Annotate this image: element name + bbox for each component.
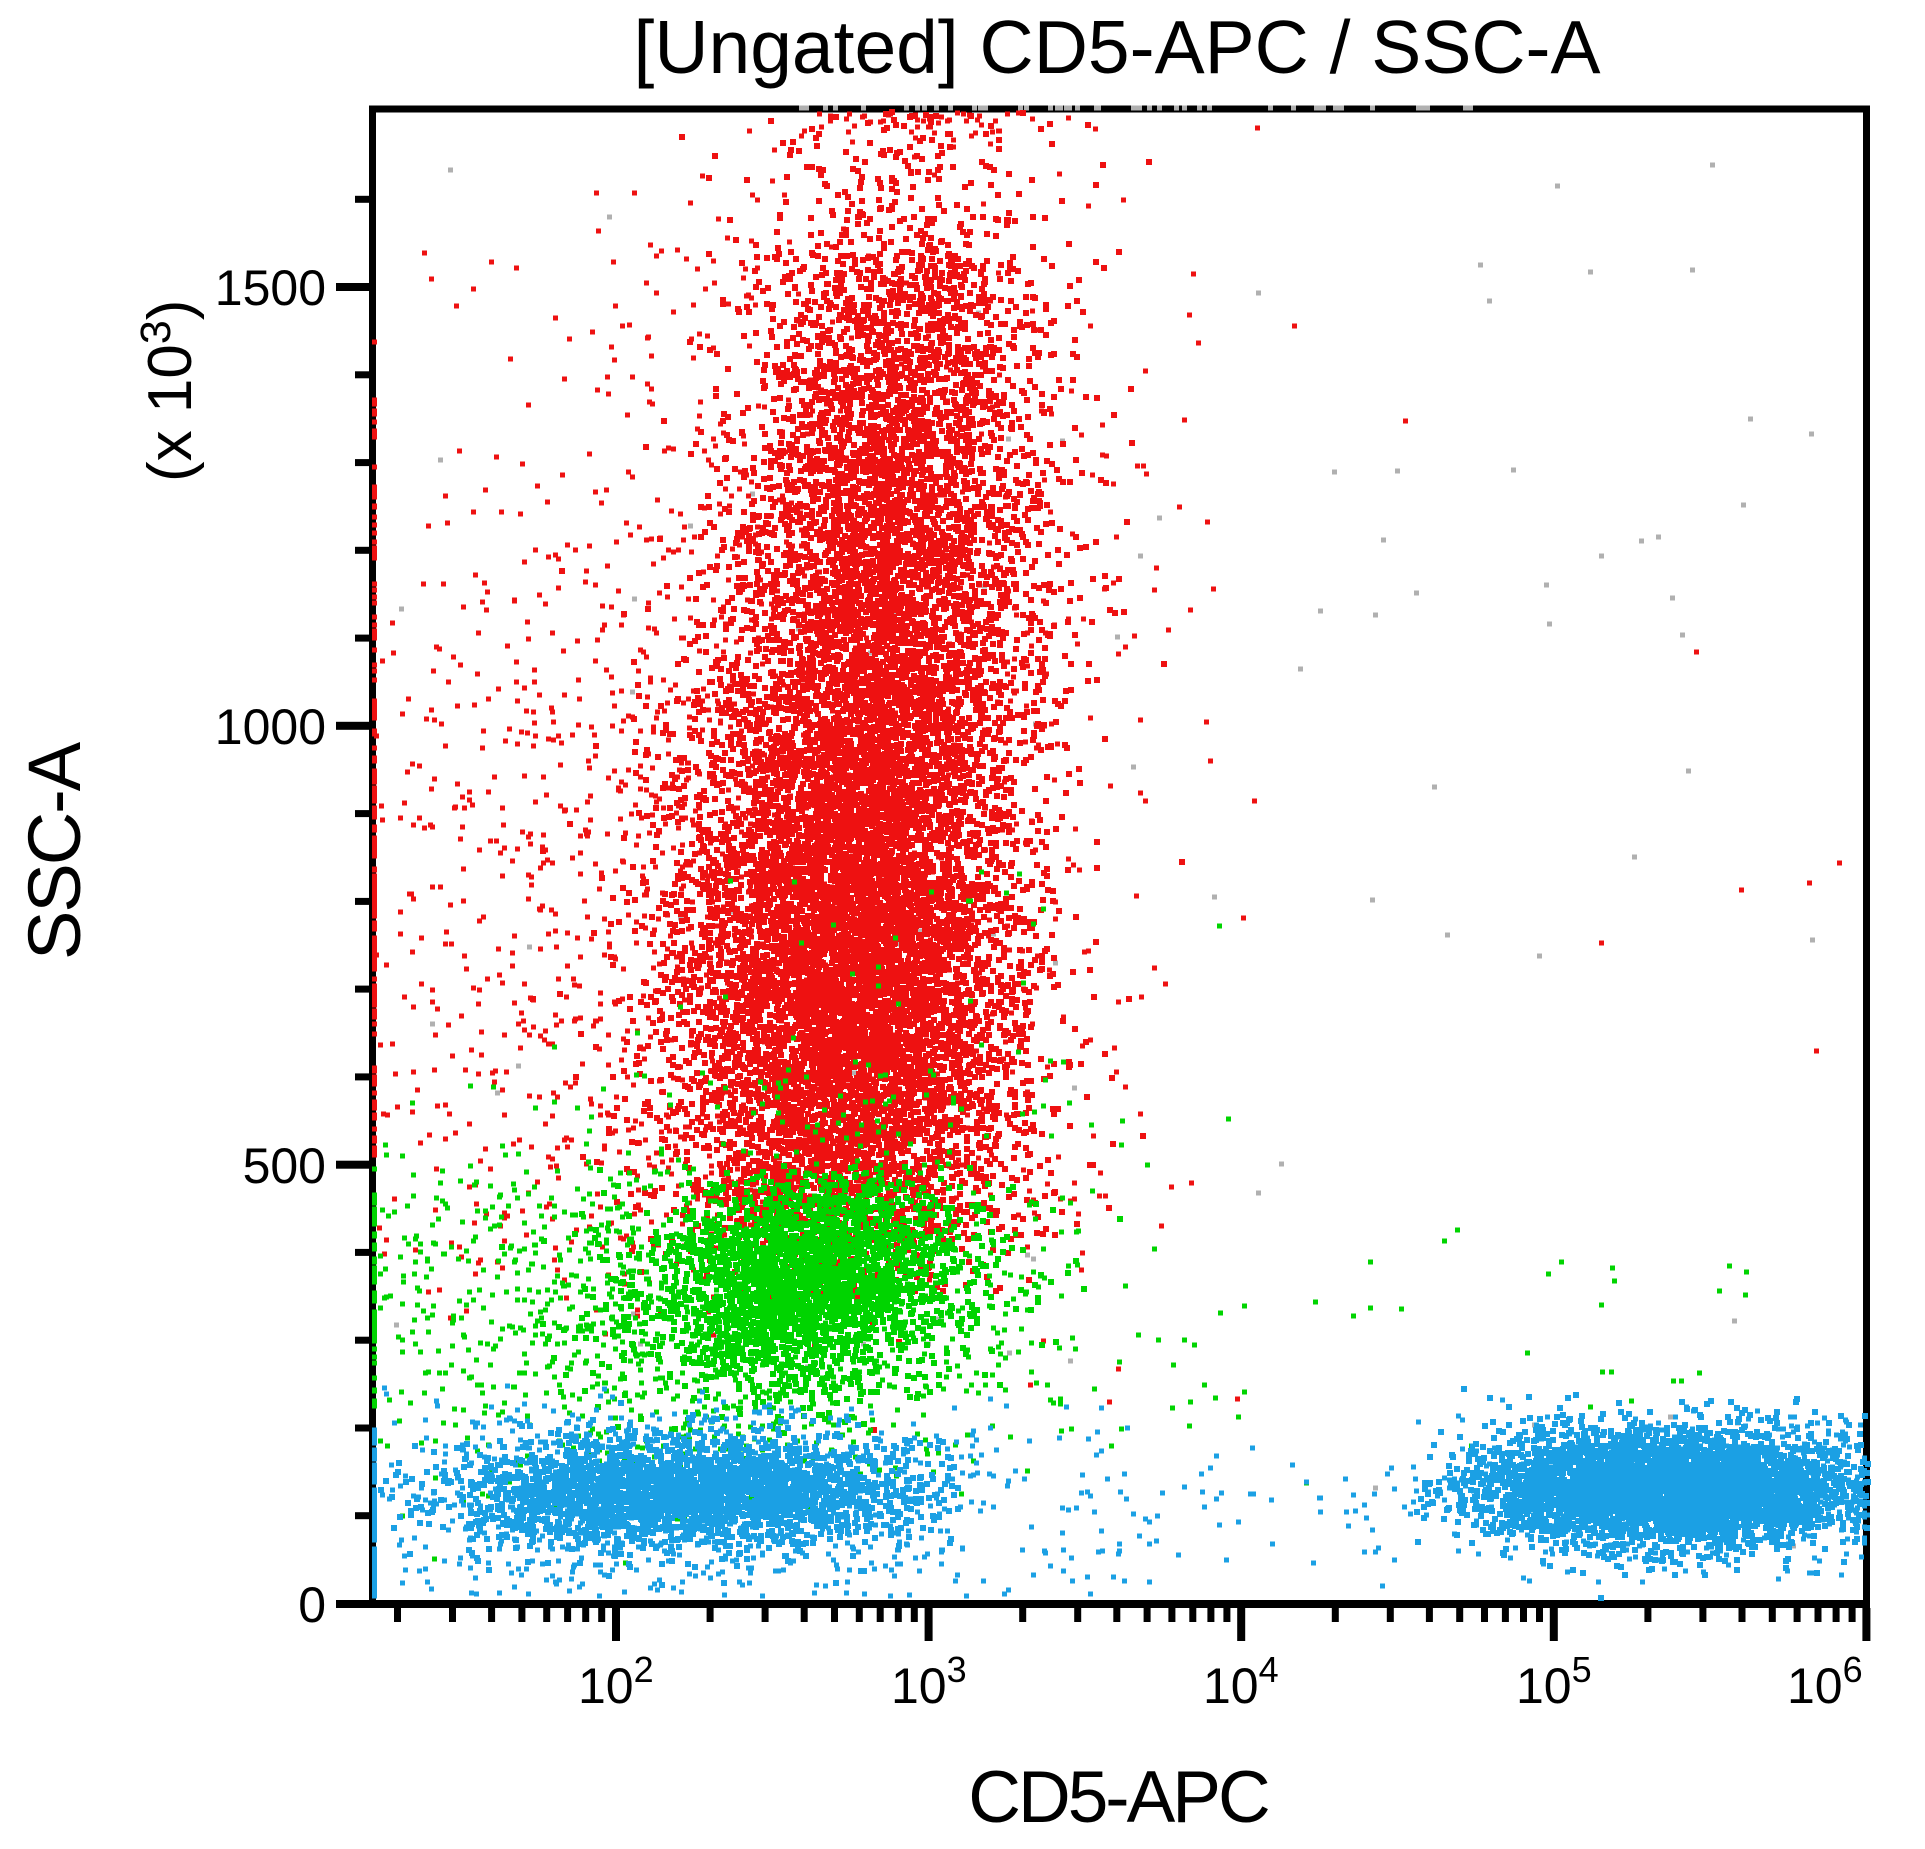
svg-text:500: 500 [243,1138,326,1194]
svg-text:1500: 1500 [215,260,326,316]
svg-text:CD5-APC: CD5-APC [968,1757,1268,1838]
svg-text:1000: 1000 [215,699,326,755]
svg-text:SSC-A: SSC-A [13,741,96,960]
svg-text:0: 0 [298,1577,326,1633]
svg-text:[Ungated] CD5-APC / SSC-A: [Ungated] CD5-APC / SSC-A [633,5,1600,89]
